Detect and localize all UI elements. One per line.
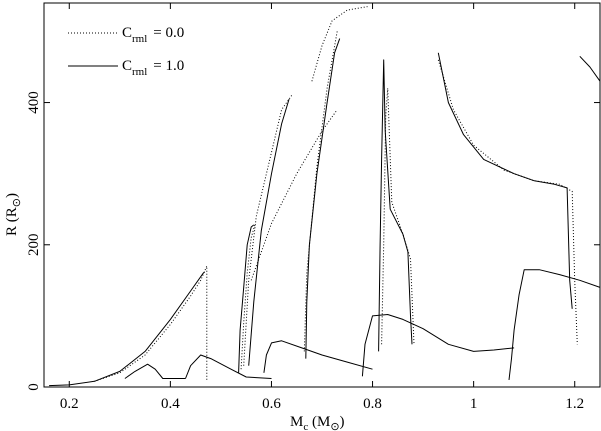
series-line-dotted-8 [250,109,338,281]
series-line-dotted-5 [240,223,256,370]
series-line-dotted-15 [381,87,415,345]
series-line-dotted-12 [311,6,368,82]
series-line-solid-2 [124,363,186,379]
axis-ticks: 0.2 0.4 0.6 0.8 1 1.2 0 200 400 [26,3,600,412]
y-tick-label: 400 [26,91,42,114]
series-line-solid-13 [361,314,515,377]
x-tick-label: 1 [470,396,478,412]
plot-frame [43,2,601,388]
legend: Crml = 0.0 Crml = 1.0 [68,25,184,78]
y-axis-label: R (R⊙) [4,193,23,236]
series-layer [49,6,601,387]
series-line-solid-18 [508,269,601,380]
series-line-dotted-17 [437,59,578,345]
y-tick-label: 0 [26,383,42,391]
x-tick-label: 0.2 [60,396,79,412]
series-line-solid-0 [49,271,206,387]
series-line-solid-19 [579,55,601,82]
series-line-solid-14 [378,59,413,352]
series-line-solid-16 [437,52,573,309]
x-tick-label: 0.6 [262,396,281,412]
series-line-solid-9 [263,340,373,373]
series-line-solid-6 [248,98,290,366]
x-tick-label: 0.8 [363,396,382,412]
legend-label-dotted: Crml = 0.0 [122,25,184,45]
series-line-dotted-11 [303,31,338,352]
x-axis-label: Mc (M⊙) [290,414,345,431]
series-line-solid-10 [305,38,341,359]
series-line-solid-4 [238,224,255,373]
series-line-solid-3 [185,354,272,379]
y-tick-label: 200 [26,234,42,257]
x-tick-label: 0.4 [161,396,180,412]
x-tick-label: 1.2 [565,396,584,412]
series-line-dotted-1 [94,265,208,382]
legend-label-solid: Crml = 1.0 [122,58,184,78]
